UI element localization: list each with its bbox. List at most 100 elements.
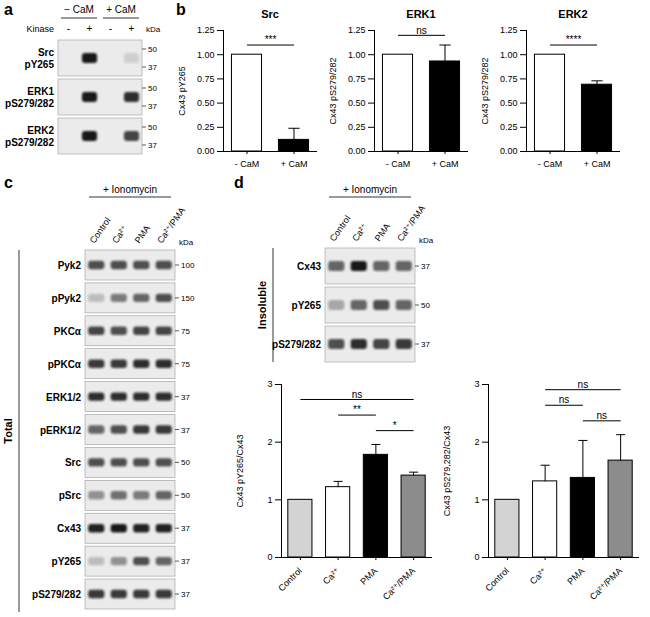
- svg-text:PMA: PMA: [133, 223, 152, 245]
- svg-text:0.00: 0.00: [500, 146, 518, 156]
- svg-text:Pyk2: Pyk2: [58, 260, 82, 271]
- svg-text:ERK1pS279/282: ERK1pS279/282: [5, 86, 54, 109]
- svg-text:0.50: 0.50: [197, 98, 215, 108]
- svg-text:0.25: 0.25: [500, 122, 518, 132]
- svg-text:Kinase: Kinase: [26, 24, 54, 34]
- svg-text:kDa: kDa: [146, 25, 161, 34]
- svg-text:Cx43: Cx43: [297, 261, 321, 272]
- svg-text:- CaM: - CaM: [538, 159, 563, 169]
- svg-text:1: 1: [474, 495, 479, 505]
- svg-text:37: 37: [181, 590, 190, 599]
- svg-text:PMA: PMA: [565, 566, 586, 587]
- svg-text:0.25: 0.25: [197, 122, 215, 132]
- svg-text:+ Ionomycin: + Ionomycin: [103, 184, 157, 195]
- svg-text:Cx43 pS279/282: Cx43 pS279/282: [328, 57, 338, 124]
- svg-text:c: c: [4, 174, 13, 191]
- svg-text:50: 50: [148, 45, 157, 54]
- svg-text:pS279/282: pS279/282: [272, 339, 321, 350]
- svg-text:ERK2pS279/282: ERK2pS279/282: [5, 125, 54, 148]
- svg-text:ns: ns: [559, 394, 570, 405]
- svg-text:a: a: [4, 1, 13, 18]
- svg-text:Ca²⁺/PMA: Ca²⁺/PMA: [381, 566, 417, 602]
- svg-text:kDa: kDa: [179, 238, 194, 247]
- svg-text:150: 150: [181, 294, 195, 303]
- svg-text:-: -: [109, 23, 112, 34]
- svg-text:0.50: 0.50: [348, 98, 366, 108]
- svg-text:37: 37: [181, 393, 190, 402]
- svg-text:3: 3: [474, 379, 479, 389]
- svg-text:0.75: 0.75: [197, 74, 215, 84]
- svg-text:+ CaM: + CaM: [281, 159, 308, 169]
- svg-text:50: 50: [181, 458, 190, 467]
- svg-text:Cx43 pY265: Cx43 pY265: [177, 66, 187, 116]
- svg-text:37: 37: [421, 262, 430, 271]
- svg-text:Control: Control: [276, 566, 304, 594]
- svg-text:0: 0: [267, 552, 272, 562]
- svg-text:Control: Control: [328, 214, 353, 244]
- svg-text:+: +: [129, 23, 135, 34]
- svg-text:pS279/282: pS279/282: [32, 589, 81, 600]
- svg-text:75: 75: [181, 360, 190, 369]
- svg-text:ERK1/2: ERK1/2: [46, 392, 81, 403]
- svg-text:1: 1: [267, 495, 272, 505]
- svg-text:Ca²⁺: Ca²⁺: [528, 566, 549, 587]
- svg-text:37: 37: [421, 340, 430, 349]
- svg-text:PMA: PMA: [373, 221, 392, 243]
- svg-text:37: 37: [148, 102, 157, 111]
- svg-text:2: 2: [474, 437, 479, 447]
- svg-text:75: 75: [181, 327, 190, 336]
- svg-text:1.25: 1.25: [500, 25, 518, 35]
- svg-text:pY265: pY265: [52, 556, 82, 567]
- svg-text:ns: ns: [578, 379, 589, 390]
- svg-text:+: +: [87, 23, 93, 34]
- svg-text:pPyk2: pPyk2: [52, 293, 82, 304]
- svg-text:Cx43 pS279/282: Cx43 pS279/282: [480, 57, 490, 124]
- svg-text:pERK1/2: pERK1/2: [40, 425, 82, 436]
- svg-text:Cx43 pY265/Cx43: Cx43 pY265/Cx43: [235, 434, 245, 507]
- svg-text:+ CaM: + CaM: [106, 4, 136, 15]
- svg-text:50: 50: [421, 301, 430, 310]
- svg-text:1.00: 1.00: [500, 50, 518, 60]
- svg-text:d: d: [234, 174, 244, 191]
- svg-text:***: ***: [265, 34, 277, 45]
- svg-text:0: 0: [474, 552, 479, 562]
- svg-text:50: 50: [148, 123, 157, 132]
- svg-text:Control: Control: [483, 566, 511, 594]
- svg-text:Cx43 pS279,282/Cx43: Cx43 pS279,282/Cx43: [442, 426, 452, 517]
- svg-text:+ CaM: + CaM: [584, 159, 611, 169]
- svg-text:2: 2: [267, 437, 272, 447]
- svg-text:- CaM: - CaM: [235, 159, 260, 169]
- svg-text:*: *: [393, 420, 397, 431]
- svg-text:0.00: 0.00: [197, 146, 215, 156]
- svg-text:100: 100: [181, 261, 195, 270]
- svg-text:Ca²⁺: Ca²⁺: [110, 223, 129, 245]
- svg-text:0.75: 0.75: [348, 74, 366, 84]
- svg-text:pY265: pY265: [292, 300, 322, 311]
- svg-text:b: b: [176, 1, 186, 18]
- svg-text:37: 37: [181, 426, 190, 435]
- svg-text:Total: Total: [2, 418, 14, 443]
- svg-text:+ CaM: + CaM: [432, 159, 459, 169]
- svg-text:Insoluble: Insoluble: [256, 281, 268, 329]
- svg-text:1.00: 1.00: [197, 50, 215, 60]
- svg-text:kDa: kDa: [419, 236, 434, 245]
- svg-text:Src: Src: [65, 457, 82, 468]
- svg-text:pPKCα: pPKCα: [48, 359, 82, 370]
- svg-text:3: 3: [267, 379, 272, 389]
- svg-text:0.00: 0.00: [348, 146, 366, 156]
- svg-text:PKCα: PKCα: [54, 326, 82, 337]
- svg-text:ns: ns: [352, 389, 363, 400]
- svg-text:0.75: 0.75: [500, 74, 518, 84]
- svg-text:**: **: [353, 404, 361, 415]
- svg-text:37: 37: [148, 63, 157, 72]
- svg-text:Control: Control: [88, 216, 113, 246]
- svg-text:0.25: 0.25: [348, 122, 366, 132]
- svg-text:0.50: 0.50: [500, 98, 518, 108]
- svg-text:ns: ns: [596, 410, 607, 421]
- svg-text:pSrc: pSrc: [59, 490, 82, 501]
- svg-text:50: 50: [148, 84, 157, 93]
- svg-text:37: 37: [181, 557, 190, 566]
- svg-text:+ Ionomycin: + Ionomycin: [343, 184, 397, 195]
- svg-text:****: ****: [566, 34, 582, 45]
- svg-text:37: 37: [181, 524, 190, 533]
